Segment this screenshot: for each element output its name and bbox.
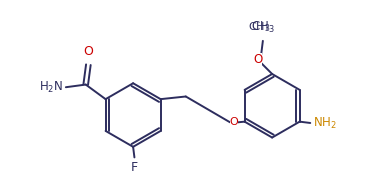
Text: O: O [83,45,93,58]
Text: O: O [230,117,238,127]
Text: CH$_3$: CH$_3$ [251,20,275,35]
Text: NH$_2$: NH$_2$ [313,115,337,130]
Text: F: F [131,161,138,174]
Text: O: O [253,53,262,66]
Text: CH$_3$: CH$_3$ [248,20,271,34]
Text: H$_2$N: H$_2$N [39,80,63,95]
